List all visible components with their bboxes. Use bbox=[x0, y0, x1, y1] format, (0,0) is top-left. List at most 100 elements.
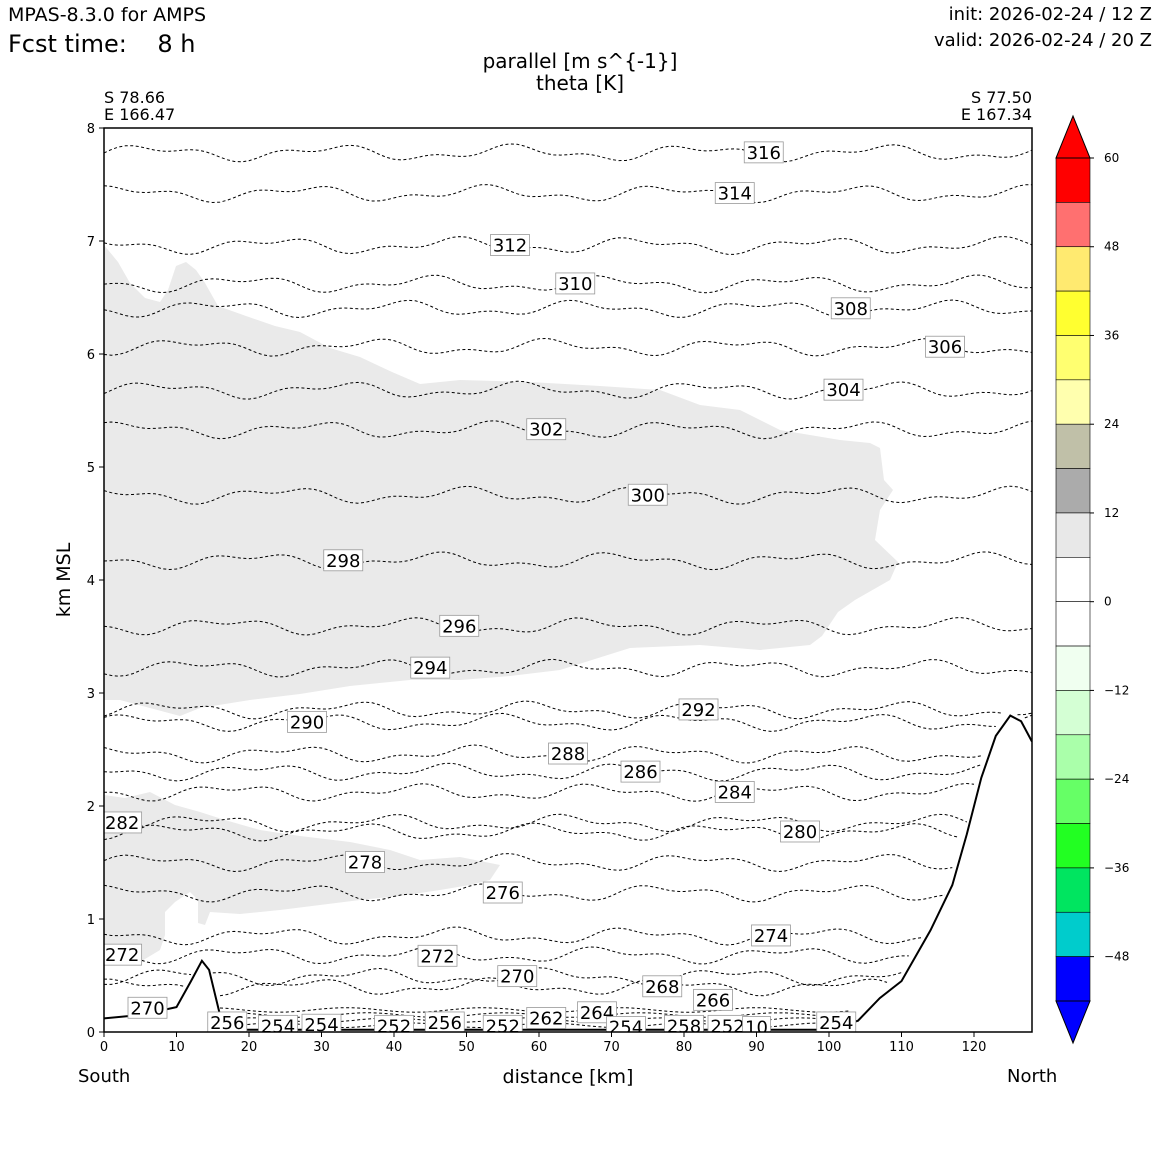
theta-label-box bbox=[417, 944, 458, 967]
model-title: MPAS-8.3.0 for AMPS bbox=[8, 4, 207, 26]
theta-contour-line bbox=[104, 485, 1032, 505]
shaded-region-lower bbox=[104, 792, 500, 962]
theta-label-box bbox=[424, 1011, 465, 1032]
theta-label-text: 316 bbox=[747, 143, 781, 164]
theta-label-text: 278 bbox=[348, 853, 382, 874]
theta-label: 304 bbox=[823, 378, 864, 401]
colorbar-segment bbox=[1055, 823, 1091, 869]
theta-label-text: 290 bbox=[290, 712, 324, 733]
theta-contour-line bbox=[104, 782, 975, 802]
y-tick-label: 4 bbox=[87, 574, 95, 589]
theta-label-text: 296 bbox=[442, 616, 476, 637]
theta-label: 280 bbox=[780, 820, 820, 843]
theta-label: 308 bbox=[830, 297, 871, 320]
colorbar-extend-bottom bbox=[1055, 1000, 1091, 1045]
theta-label-box bbox=[104, 811, 143, 834]
theta-contour-line bbox=[104, 184, 1032, 204]
theta-label-box bbox=[410, 656, 451, 679]
theta-contour-line bbox=[104, 977, 888, 997]
theta-label: 312 bbox=[490, 234, 530, 257]
theta-label: 314 bbox=[714, 182, 755, 205]
y-tick-label: 2 bbox=[87, 800, 95, 815]
theta-label-text: 254 bbox=[609, 1017, 643, 1038]
shaded-region-upper bbox=[104, 245, 898, 716]
x-tick-label: 70 bbox=[603, 1040, 620, 1055]
colorbar-tick-label: −12 bbox=[1104, 683, 1129, 697]
colorbar-segment bbox=[1055, 202, 1091, 248]
theta-label: 282 bbox=[104, 811, 143, 834]
theta-label-box bbox=[104, 943, 143, 966]
left-endpoint-coords: S 78.66 E 166.47 bbox=[104, 89, 175, 123]
colorbar-segment bbox=[1055, 956, 1091, 1002]
theta-label-text: 256 bbox=[428, 1013, 462, 1034]
theta-label: 306 bbox=[925, 335, 965, 358]
theta-label-text: 252 bbox=[486, 1016, 520, 1037]
theta-label-box bbox=[439, 614, 480, 637]
theta-label: 270 bbox=[497, 965, 538, 988]
theta-contour-line bbox=[104, 744, 982, 764]
theta-label-box bbox=[714, 781, 755, 803]
x-tick-label: 100 bbox=[817, 1040, 842, 1055]
theta-contour-line bbox=[104, 926, 924, 946]
theta-label-text: 270 bbox=[130, 998, 164, 1019]
theta-label: 252 bbox=[707, 1014, 748, 1032]
theta-label-box bbox=[287, 710, 327, 733]
theta-label: 262 bbox=[526, 1007, 567, 1029]
theta-label: 254 bbox=[258, 1014, 298, 1037]
colorbar-tick-label: −24 bbox=[1104, 772, 1129, 786]
theta-label-box bbox=[548, 742, 588, 765]
theta-label: 296 bbox=[439, 614, 480, 637]
theta-label-text: 308 bbox=[834, 299, 868, 320]
theta-label-box bbox=[678, 698, 719, 721]
theta-label-box bbox=[490, 234, 530, 256]
theta-label-text: 298 bbox=[326, 551, 360, 572]
theta-label: 286 bbox=[620, 760, 661, 783]
theta-contour-line bbox=[104, 143, 1032, 163]
x-tick-label: 0 bbox=[100, 1040, 108, 1055]
theta-label-text: 272 bbox=[105, 945, 139, 966]
theta-label: 290 bbox=[287, 710, 327, 733]
x-tick-label: 120 bbox=[962, 1040, 987, 1055]
colorbar-segment bbox=[1055, 690, 1091, 736]
colorbar-segment bbox=[1055, 423, 1091, 469]
theta-label-text: 270 bbox=[500, 967, 534, 988]
south-label: South bbox=[78, 1066, 131, 1087]
theta-label: 288 bbox=[548, 742, 588, 765]
theta-contour-line bbox=[104, 299, 1032, 319]
x-tick-label: 40 bbox=[386, 1040, 403, 1055]
theta-label-box bbox=[925, 335, 965, 358]
colorbar-segment bbox=[1055, 246, 1091, 292]
colorbar-tick-label: 48 bbox=[1104, 240, 1119, 254]
colorbar-segment bbox=[1055, 557, 1091, 602]
theta-label-text: 254 bbox=[261, 1016, 295, 1037]
theta-label-box bbox=[780, 820, 820, 843]
y-tick-label: 3 bbox=[87, 687, 95, 702]
theta-label-box bbox=[693, 988, 733, 1011]
theta-label-text: 282 bbox=[105, 813, 139, 834]
theta-contour-labels: 316 314 312 310 308 306 304 302 300 298 296 294 292 2… bbox=[104, 141, 965, 1038]
forecast-time-value: 8 h bbox=[157, 30, 196, 58]
theta-label-text: 262 bbox=[529, 1008, 563, 1029]
theta-contour-line bbox=[104, 967, 902, 987]
y-axis-ticks: 0 1 2 3 4 5 6 7 8 bbox=[87, 122, 104, 1041]
theta-label-text: 266 bbox=[696, 990, 730, 1011]
theta-label-text: 268 bbox=[645, 977, 679, 998]
theta-label: 298 bbox=[323, 549, 364, 572]
terrain-profile bbox=[104, 714, 1032, 1031]
y-tick-label: 6 bbox=[87, 348, 95, 363]
theta-label: 252 bbox=[482, 1014, 523, 1037]
theta-label: 310 bbox=[555, 272, 596, 295]
colorbar-extend-top bbox=[1055, 114, 1091, 159]
theta-label-box bbox=[301, 1013, 342, 1032]
theta-label: 10 bbox=[742, 1016, 771, 1032]
theta-contour-line bbox=[104, 274, 1032, 294]
right-endpoint-lon: E 167.34 bbox=[960, 105, 1032, 124]
colorbar-segment bbox=[1055, 911, 1091, 957]
y-tick-label: 0 bbox=[87, 1026, 95, 1041]
theta-label-text: 312 bbox=[493, 236, 527, 257]
left-endpoint-lon: E 166.47 bbox=[104, 105, 176, 124]
theta-label-text: 280 bbox=[783, 822, 817, 843]
colorbar-segment bbox=[1055, 290, 1091, 336]
colorbar-tick-label: 36 bbox=[1104, 328, 1119, 342]
x-tick-label: 50 bbox=[458, 1040, 475, 1055]
